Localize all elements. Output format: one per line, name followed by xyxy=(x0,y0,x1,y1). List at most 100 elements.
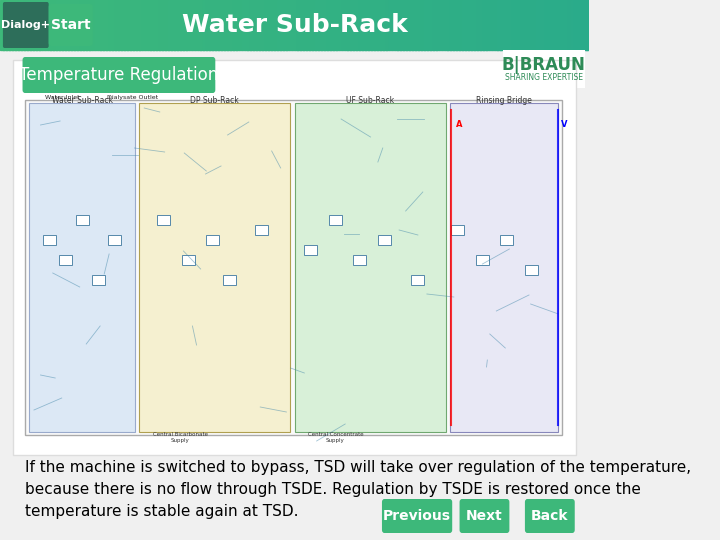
Bar xyxy=(183,0,186,50)
Bar xyxy=(83,0,86,50)
Bar xyxy=(568,0,572,50)
Bar xyxy=(415,0,419,50)
Bar xyxy=(9,0,13,50)
Text: Water Sub-Rack: Water Sub-Rack xyxy=(52,96,112,105)
Bar xyxy=(503,0,507,50)
Bar xyxy=(92,275,105,285)
Bar xyxy=(336,0,339,50)
Bar xyxy=(212,0,216,50)
Bar xyxy=(1,0,4,50)
Bar xyxy=(550,0,554,50)
Text: Rinsing Bridge: Rinsing Bridge xyxy=(476,96,531,105)
Bar xyxy=(539,0,542,50)
Bar xyxy=(500,0,504,50)
Bar xyxy=(182,255,195,265)
Bar xyxy=(377,0,381,50)
Bar xyxy=(145,0,148,50)
Bar xyxy=(43,235,56,245)
Bar xyxy=(165,0,169,50)
Text: Previous: Previous xyxy=(383,509,451,523)
Bar xyxy=(362,0,366,50)
Bar xyxy=(45,0,48,50)
Bar xyxy=(86,0,89,50)
Bar xyxy=(107,0,110,50)
Bar xyxy=(210,0,213,50)
Bar xyxy=(565,0,569,50)
Text: A: A xyxy=(456,120,462,129)
Bar xyxy=(524,0,528,50)
Bar xyxy=(395,0,398,50)
Bar xyxy=(574,0,577,50)
Bar xyxy=(274,0,278,50)
Bar xyxy=(348,0,351,50)
Bar xyxy=(153,0,157,50)
Bar xyxy=(115,0,119,50)
Bar xyxy=(356,0,360,50)
Bar xyxy=(53,0,57,50)
FancyBboxPatch shape xyxy=(3,2,49,48)
Text: DP Sub-Rack: DP Sub-Rack xyxy=(190,96,239,105)
Bar xyxy=(518,0,522,50)
Bar xyxy=(430,0,433,50)
Bar xyxy=(378,235,391,245)
Bar xyxy=(525,265,538,275)
Bar xyxy=(36,0,40,50)
Bar xyxy=(256,0,260,50)
Bar xyxy=(71,0,75,50)
Bar xyxy=(365,0,369,50)
Bar xyxy=(380,0,384,50)
Bar xyxy=(324,0,328,50)
Bar xyxy=(50,0,54,50)
Bar xyxy=(400,0,404,50)
Text: Start: Start xyxy=(51,18,91,32)
Bar xyxy=(477,0,481,50)
FancyBboxPatch shape xyxy=(382,499,452,533)
Bar xyxy=(451,225,464,235)
Bar xyxy=(541,0,545,50)
Bar xyxy=(465,0,469,50)
Text: Central Concentrate
Supply: Central Concentrate Supply xyxy=(307,432,363,443)
Bar xyxy=(80,0,84,50)
Bar xyxy=(438,0,442,50)
Bar xyxy=(521,0,525,50)
Bar xyxy=(251,0,254,50)
Bar xyxy=(94,0,99,50)
Bar xyxy=(392,0,395,50)
Bar xyxy=(177,0,181,50)
Bar xyxy=(59,255,72,265)
Bar xyxy=(235,0,240,50)
Bar xyxy=(118,0,122,50)
Bar xyxy=(136,0,140,50)
Bar xyxy=(389,0,392,50)
Bar xyxy=(354,0,357,50)
Bar xyxy=(341,0,346,50)
Bar xyxy=(15,0,19,50)
Bar xyxy=(283,0,287,50)
Bar xyxy=(268,0,272,50)
Bar xyxy=(256,225,269,235)
Bar xyxy=(474,0,477,50)
Bar xyxy=(582,0,587,50)
Bar xyxy=(89,0,92,50)
Bar xyxy=(374,0,378,50)
Bar xyxy=(495,0,498,50)
Bar xyxy=(345,0,348,50)
Bar xyxy=(277,0,281,50)
Bar xyxy=(471,0,474,50)
Bar xyxy=(421,0,425,50)
Bar xyxy=(489,0,492,50)
Bar xyxy=(180,0,184,50)
Bar xyxy=(554,0,557,50)
Bar xyxy=(271,0,275,50)
Bar xyxy=(39,0,42,50)
Text: Central Bicarbonate
Supply: Central Bicarbonate Supply xyxy=(153,432,207,443)
Bar xyxy=(197,0,202,50)
Bar xyxy=(148,0,151,50)
Bar xyxy=(327,0,330,50)
Bar xyxy=(386,0,390,50)
Bar xyxy=(242,0,246,50)
Bar xyxy=(506,0,510,50)
Bar xyxy=(33,0,37,50)
Bar xyxy=(150,0,154,50)
Bar xyxy=(433,0,436,50)
